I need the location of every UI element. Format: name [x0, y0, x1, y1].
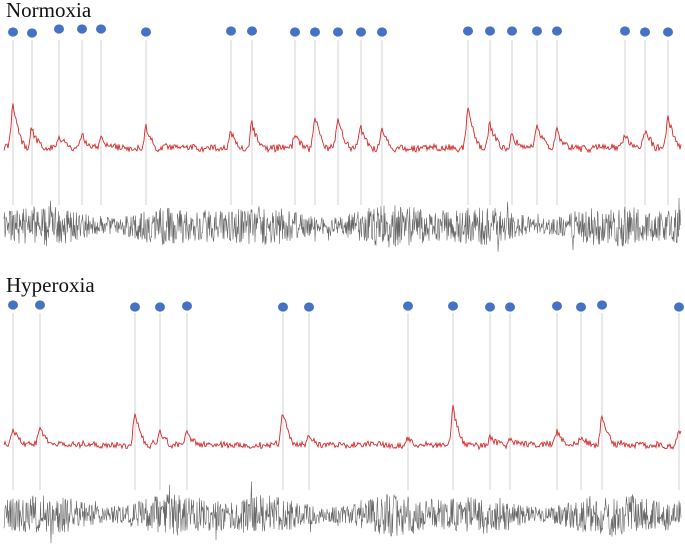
event-marker: [356, 27, 366, 37]
event-marker: [96, 24, 106, 34]
event-marker: [377, 27, 387, 37]
event-marker: [485, 26, 495, 36]
event-lines: [12, 40, 669, 205]
event-markers: [8, 300, 684, 312]
panel-hyperoxia: [3, 300, 684, 544]
event-marker: [663, 27, 673, 37]
event-marker: [155, 302, 165, 312]
event-marker: [620, 26, 630, 36]
event-marker: [35, 300, 45, 310]
event-marker: [310, 27, 320, 37]
event-marker: [182, 301, 192, 311]
event-marker: [640, 27, 650, 37]
filtered-trace: [3, 103, 682, 154]
event-marker: [485, 302, 495, 312]
event-marker: [448, 301, 458, 311]
event-marker: [674, 302, 684, 312]
event-marker: [54, 24, 64, 34]
event-marker: [507, 26, 517, 36]
event-marker: [463, 26, 473, 36]
event-marker: [8, 27, 18, 37]
event-marker: [576, 302, 586, 312]
panel-title-normoxia: Normoxia: [6, 0, 92, 22]
raw-trace: [3, 481, 682, 544]
event-markers: [8, 24, 673, 38]
panel-normoxia: [3, 24, 682, 252]
event-marker: [8, 300, 18, 310]
event-marker: [333, 27, 343, 37]
panel-title-hyperoxia: Hyperoxia: [6, 273, 95, 297]
event-marker: [278, 302, 288, 312]
event-marker: [552, 26, 562, 36]
event-marker: [130, 302, 140, 312]
event-lines: [12, 313, 680, 490]
event-marker: [141, 27, 151, 37]
raw-trace: [3, 197, 682, 252]
event-marker: [304, 302, 314, 312]
event-marker: [77, 24, 87, 34]
event-marker: [597, 300, 607, 310]
event-marker: [532, 26, 542, 36]
filtered-trace: [3, 404, 682, 451]
event-marker: [290, 27, 300, 37]
event-marker: [226, 26, 236, 36]
event-marker: [505, 302, 515, 312]
event-marker: [247, 26, 257, 36]
event-marker: [27, 28, 37, 38]
event-marker: [552, 301, 562, 311]
event-marker: [403, 301, 413, 311]
